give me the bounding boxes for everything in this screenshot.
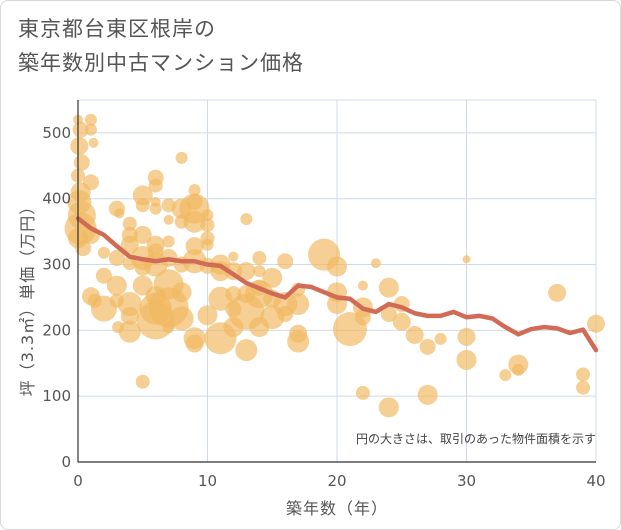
- data-bubble: [417, 384, 438, 405]
- data-bubble: [197, 305, 218, 326]
- data-bubble: [185, 334, 204, 353]
- data-bubble: [235, 339, 258, 362]
- title-line-1: 東京都台東区根岸の: [18, 17, 216, 41]
- y-tick-label: 100: [42, 387, 71, 405]
- data-bubble: [237, 262, 256, 281]
- data-bubble: [120, 306, 139, 325]
- data-bubble: [183, 210, 206, 233]
- data-bubble: [327, 256, 347, 277]
- data-bubble: [378, 277, 399, 298]
- data-bubble: [289, 324, 308, 343]
- x-axis-title: 築年数（年）: [286, 499, 388, 518]
- y-axis-title: 坪（3.3㎡）単価（万円）: [18, 198, 37, 396]
- data-bubble: [88, 137, 99, 148]
- data-bubble: [175, 151, 188, 164]
- y-tick-label: 0: [61, 453, 71, 471]
- data-bubble: [277, 253, 294, 270]
- data-bubble: [97, 246, 110, 259]
- y-tick-label: 300: [42, 256, 71, 274]
- data-bubble: [72, 121, 89, 138]
- y-tick-label: 500: [42, 124, 71, 142]
- data-bubble: [169, 306, 194, 331]
- data-bubble: [84, 123, 97, 136]
- data-bubble: [135, 374, 150, 389]
- data-bubble: [576, 380, 591, 395]
- data-bubble: [162, 235, 175, 248]
- data-bubble: [82, 174, 99, 191]
- x-tick-label: 0: [73, 472, 83, 490]
- data-bubble: [380, 305, 397, 322]
- data-bubble: [252, 250, 267, 265]
- x-tick-label: 10: [198, 472, 217, 490]
- data-bubble: [228, 251, 239, 262]
- data-bubble: [587, 314, 605, 333]
- data-bubble: [108, 249, 125, 266]
- data-bubble: [188, 184, 201, 197]
- data-bubble: [287, 293, 310, 316]
- data-bubble: [163, 214, 174, 225]
- data-bubble: [75, 240, 92, 257]
- data-bubble: [171, 282, 192, 303]
- data-bubble: [253, 265, 266, 278]
- data-bubble: [355, 385, 370, 400]
- data-bubble: [512, 363, 525, 376]
- data-bubble: [499, 369, 512, 382]
- data-bubble: [457, 327, 476, 346]
- trend-line: [75, 216, 599, 353]
- data-bubble: [405, 325, 424, 344]
- data-bubble: [419, 338, 436, 355]
- data-bubble: [118, 320, 141, 343]
- data-bubble: [240, 213, 253, 226]
- data-bubble: [576, 367, 591, 382]
- data-bubble: [120, 235, 139, 254]
- data-bubble: [73, 154, 90, 171]
- data-bubble: [149, 202, 162, 215]
- data-bubble: [462, 255, 471, 264]
- trend-layer: [75, 216, 599, 353]
- data-bubble: [114, 208, 125, 219]
- y-tick-label: 400: [42, 190, 71, 208]
- data-bubble: [95, 267, 112, 284]
- data-bubble: [200, 218, 215, 233]
- data-bubble: [133, 225, 152, 244]
- data-bubble: [354, 309, 371, 326]
- data-bubble: [201, 238, 214, 251]
- x-tick-label: 20: [327, 472, 346, 490]
- data-bubble: [392, 312, 411, 331]
- data-bubble: [70, 137, 89, 156]
- x-tick-label: 40: [586, 472, 605, 490]
- data-bubble: [370, 258, 381, 269]
- data-bubble: [84, 113, 97, 126]
- data-bubble: [106, 275, 127, 296]
- chart-title: 東京都台東区根岸の 築年数別中古マンション価格: [18, 12, 578, 80]
- data-bubble: [548, 283, 567, 302]
- title-line-2: 築年数別中古マンション価格: [18, 51, 304, 75]
- data-bubble: [434, 332, 447, 345]
- size-note: 円の大きさは、取引のあった物件面積を示す: [356, 431, 596, 446]
- y-tick-label: 200: [42, 321, 71, 339]
- data-bubble: [135, 198, 150, 213]
- data-bubble: [378, 397, 399, 418]
- data-bubble: [201, 209, 214, 222]
- data-bubble: [456, 349, 477, 370]
- bubble-layer: [64, 113, 605, 418]
- data-bubble: [357, 280, 368, 291]
- x-tick-label: 30: [457, 472, 476, 490]
- data-bubble: [262, 267, 283, 288]
- data-bubble: [148, 178, 163, 193]
- data-bubble: [122, 216, 137, 231]
